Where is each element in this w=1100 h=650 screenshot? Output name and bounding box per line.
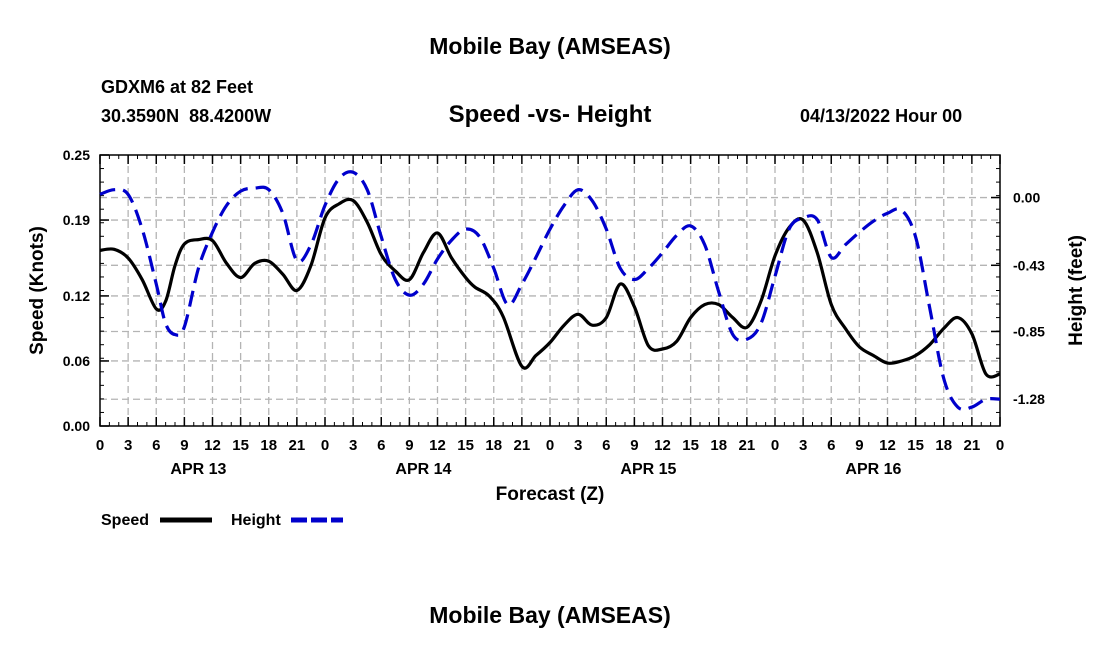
x-tick-label: 18 [485,437,502,454]
footer-title: Mobile Bay (AMSEAS) [429,602,671,628]
legend-speed-label: Speed [101,512,149,529]
x-tick-label: 6 [377,437,385,454]
x-tick-label: 3 [124,437,132,454]
x-tick-label: 21 [514,437,531,454]
x-tick-label: 0 [771,437,779,454]
y-tick-label: 0.06 [63,353,90,369]
x-tick-label: 3 [574,437,582,454]
y2-tick-label: -0.85 [1013,323,1045,339]
x-tick-label: 18 [935,437,952,454]
x-tick-label: 15 [682,437,699,454]
x-tick-label: 18 [260,437,277,454]
x-tick-label: 15 [907,437,924,454]
y-axis-title: Speed (Knots) [27,226,48,355]
y2-tick-label: -0.43 [1013,257,1045,273]
day-label: APR 14 [395,461,451,478]
x-tick-label: 12 [429,437,446,454]
x-tick-label: 15 [232,437,249,454]
y-tick-label: 0.19 [63,212,90,228]
x-tick-label: 9 [855,437,863,454]
x-tick-label: 6 [827,437,835,454]
x-tick-label: 0 [321,437,329,454]
x-tick-label: 21 [964,437,981,454]
day-label: APR 16 [845,461,901,478]
station-label: GDXM6 at 82 Feet [101,77,254,97]
x-tick-label: 3 [349,437,357,454]
x-tick-label: 12 [204,437,221,454]
legend-height-label: Height [231,512,281,529]
y-tick-label: 0.12 [63,288,90,304]
y2-tick-label: -1.28 [1013,391,1045,407]
x-tick-label: 0 [96,437,104,454]
coordinates-label: 30.3590N 88.4200W [101,106,272,126]
x-tick-label: 12 [879,437,896,454]
x-tick-label: 21 [739,437,756,454]
page-title: Mobile Bay (AMSEAS) [429,33,671,59]
chart-title: Speed -vs- Height [448,101,652,128]
x-tick-label: 6 [602,437,610,454]
x-tick-label: 9 [405,437,413,454]
series-line-height [99,170,1001,412]
series-line-speed [99,197,1001,379]
y-tick-label: 0.00 [63,418,90,434]
day-label: APR 13 [170,461,226,478]
x-tick-label: 9 [180,437,188,454]
x-tick-label: 3 [799,437,807,454]
x-tick-label: 6 [152,437,160,454]
x-tick-label: 0 [546,437,554,454]
x-tick-label: 15 [457,437,474,454]
forecast-datetime: 04/13/2022 Hour 00 [800,106,963,126]
y2-axis-title: Height (feet) [1066,235,1087,346]
y-tick-label: 0.25 [63,147,90,163]
x-tick-label: 18 [710,437,727,454]
x-tick-label: 12 [654,437,671,454]
day-label: APR 15 [620,461,676,478]
y2-tick-label: 0.00 [1013,190,1040,206]
x-tick-label: 9 [630,437,638,454]
x-axis-title: Forecast (Z) [496,484,605,505]
x-tick-label: 0 [996,437,1004,454]
x-tick-label: 21 [289,437,306,454]
